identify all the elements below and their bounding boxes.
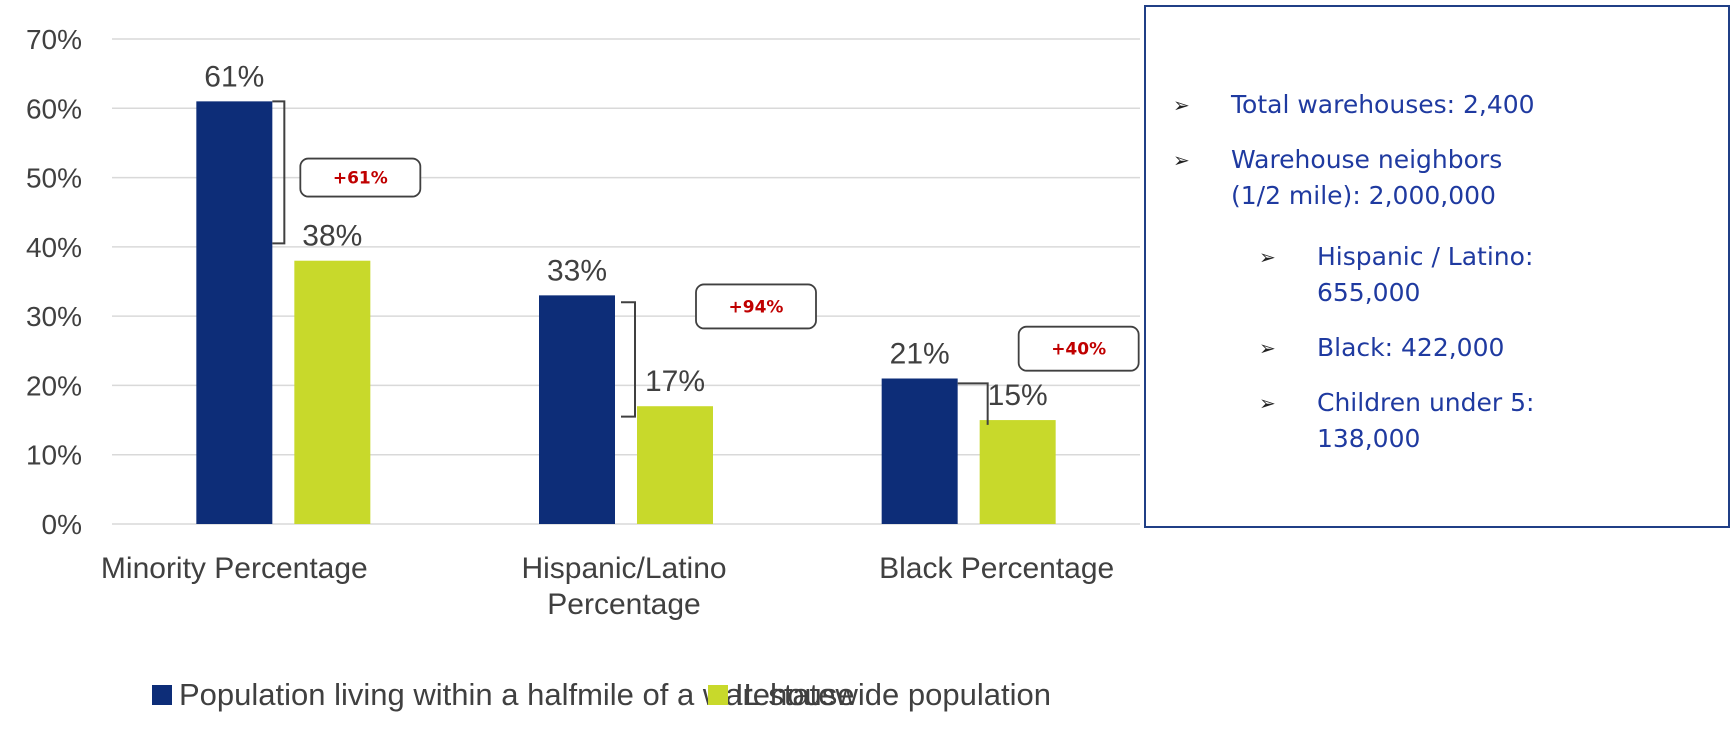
legend-label: IL statewide population: [735, 677, 1051, 712]
info-text: Hispanic / Latino: 655,000: [1317, 239, 1559, 311]
summary-info-box: ➢ Total warehouses: 2,400 ➢ Warehouse ne…: [1144, 5, 1730, 528]
data-label: 21%: [890, 338, 950, 371]
bar: [980, 420, 1056, 524]
legend-swatch: [152, 685, 172, 705]
callout-label: +61%: [333, 169, 388, 189]
info-item-warehouse-neighbors: ➢ Warehouse neighbors (1/2 mile): 2,000,…: [1173, 142, 1513, 214]
arrow-bullet-icon: ➢: [1259, 385, 1279, 421]
bracket: [958, 383, 988, 425]
arrow-bullet-icon: ➢: [1173, 87, 1193, 123]
info-text: Black: 422,000: [1317, 330, 1504, 366]
bar-chart: 0% 10% 20% 30% 40% 50% 60% 70% 61% 33% 21% 38% 17% 1…: [0, 0, 1140, 751]
arrow-bullet-icon: ➢: [1259, 239, 1279, 275]
legend: Population living within a halfmile of a…: [152, 677, 1051, 712]
y-tick-label: 60%: [26, 93, 82, 124]
data-label: 38%: [302, 220, 362, 253]
callout-label: +40%: [1051, 340, 1106, 360]
info-item-total-warehouses: ➢ Total warehouses: 2,400: [1173, 87, 1713, 123]
info-item-hispanic-latino: ➢ Hispanic / Latino: 655,000: [1259, 239, 1559, 311]
data-label: 33%: [547, 254, 607, 287]
callout: +61%: [300, 159, 420, 197]
y-tick-label: 50%: [26, 163, 82, 194]
y-tick-label: 70%: [26, 24, 82, 55]
callout: +94%: [696, 284, 816, 328]
callout-label: +94%: [729, 297, 784, 317]
callout: +40%: [1019, 327, 1139, 371]
data-label: 17%: [645, 365, 705, 398]
category-label: Black Percentage: [879, 552, 1114, 585]
difference-callouts: +61% +94% +40%: [300, 159, 1138, 371]
y-tick-label: 20%: [26, 370, 82, 401]
category-label: Percentage: [547, 588, 700, 621]
category-label: Minority Percentage: [101, 552, 368, 585]
info-text: Children under 5: 138,000: [1317, 385, 1559, 457]
info-item-black: ➢ Black: 422,000: [1259, 330, 1559, 366]
data-label: 61%: [204, 60, 264, 93]
y-tick-label: 40%: [26, 232, 82, 263]
info-text: Total warehouses: 2,400: [1231, 87, 1535, 123]
arrow-bullet-icon: ➢: [1259, 330, 1279, 366]
info-item-children-under-5: ➢ Children under 5: 138,000: [1259, 385, 1559, 457]
x-axis: Minority Percentage Hispanic/LatinoPercen…: [101, 552, 1114, 621]
legend-swatch: [708, 685, 728, 705]
bracket: [272, 101, 284, 243]
y-tick-label: 30%: [26, 301, 82, 332]
arrow-bullet-icon: ➢: [1173, 142, 1193, 178]
bracket: [621, 302, 635, 416]
y-tick-label: 10%: [26, 440, 82, 471]
bar: [294, 261, 370, 524]
data-label: 15%: [988, 379, 1048, 412]
bar: [882, 379, 958, 525]
info-text: Warehouse neighbors (1/2 mile): 2,000,00…: [1231, 142, 1513, 214]
difference-brackets: [272, 101, 987, 425]
bar: [196, 101, 272, 524]
bar: [637, 406, 713, 524]
category-label: Hispanic/Latino: [521, 552, 726, 585]
y-tick-label: 0%: [42, 509, 82, 540]
bar: [539, 295, 615, 524]
y-axis: 0% 10% 20% 30% 40% 50% 60% 70%: [26, 24, 82, 540]
